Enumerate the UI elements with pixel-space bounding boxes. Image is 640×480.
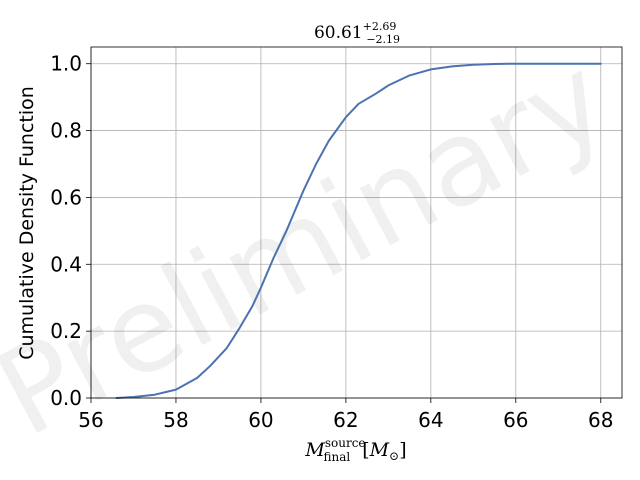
x-label-symbol: M [304, 439, 325, 461]
y-tick-label: 0.2 [50, 319, 82, 343]
x-label-unit-open: [ [362, 439, 369, 461]
title-lower-error: −2.19 [366, 33, 400, 46]
title-upper-error: +2.69 [363, 20, 397, 33]
x-tick-label: 66 [503, 408, 528, 432]
x-tick-label: 56 [78, 408, 103, 432]
title-value: 60.61 [314, 23, 363, 43]
x-label-unit-subscript: ⊙ [389, 449, 399, 463]
x-tick-label: 68 [588, 408, 613, 432]
x-axis-label: Msource final [M⊙] [304, 436, 406, 464]
tick-labels: 56 58 60 62 64 66 68 0.0 0.2 0.4 0.6 0.8 1.0 [50, 52, 613, 432]
y-tick-label: 0.8 [50, 119, 82, 143]
x-label-unit-symbol: M [369, 439, 390, 461]
series-lines [115, 62, 602, 399]
chart-title: 60.61+2.69 −2.19 [314, 20, 400, 46]
x-tick-label: 64 [418, 408, 443, 432]
y-axis-label: Cumulative Density Function [16, 86, 38, 360]
x-tick-label: 58 [163, 408, 188, 432]
y-tick-label: 0.6 [50, 185, 82, 209]
y-tick-label: 0.4 [50, 252, 82, 276]
x-label-unit-close: ] [399, 439, 406, 461]
x-tick-label: 62 [333, 408, 358, 432]
y-tick-label: 1.0 [50, 52, 82, 76]
x-label-superscript: source [325, 436, 366, 450]
ticks [86, 63, 602, 403]
x-tick-label: 60 [248, 408, 273, 432]
y-tick-label: 0.0 [50, 386, 82, 410]
x-label-subscript: final [324, 450, 351, 464]
plot-frame [90, 46, 623, 399]
cdf-line [115, 62, 602, 399]
